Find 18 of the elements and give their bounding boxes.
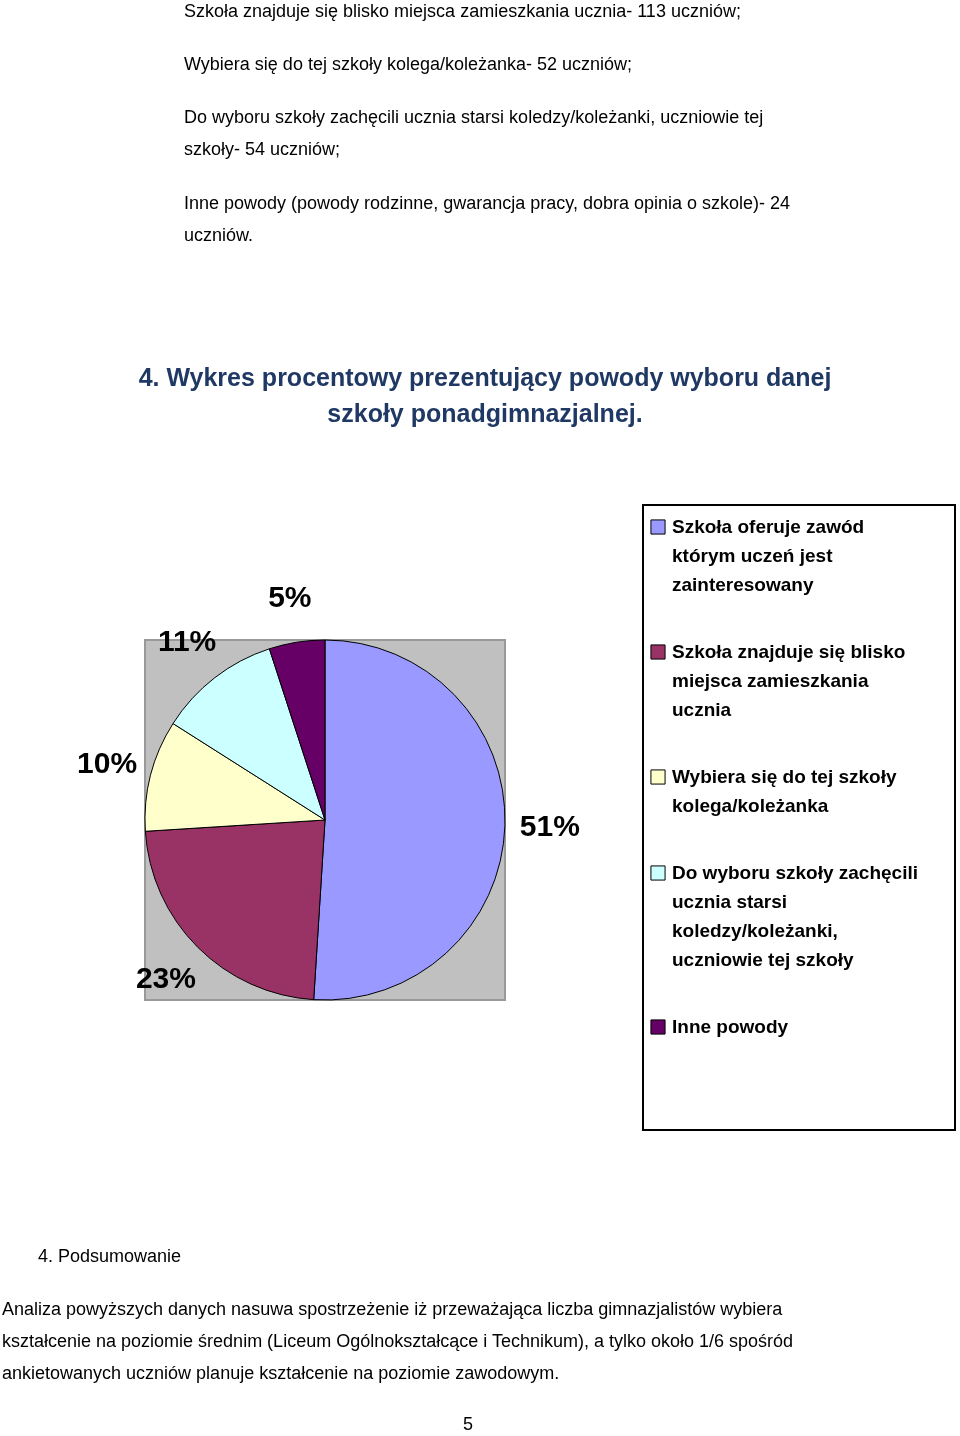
text: 4. Podsumowanie bbox=[38, 1246, 182, 1266]
legend-label: Szkoła oferuje zawód którym uczeń jest zainteresowany bbox=[672, 516, 865, 595]
text: Analiza powyższych danych nasuwa spostrzeżenie iż przeważająca liczba gimnazjalistów wybiera kształcenie na poziomie średnim (Liceum Ogólnokształcące i Technikum), a tylko około 1/6 spośród ankietowanych uczniów planuje kształcenie na poziomie zawodowym. bbox=[2, 1299, 794, 1383]
legend-label: Szkoła znajduje się blisko miejsca zamieszkania ucznia bbox=[672, 641, 906, 720]
data-label: 11% bbox=[157, 624, 217, 658]
data-label: 51% bbox=[519, 809, 580, 843]
legend-label: Do wyboru szkoły zachęcili ucznia starsi koledzy/koleżanki, uczniowie tej szkoły bbox=[672, 862, 919, 970]
text: Inne powody (powody rodzinne, gwarancja pracy, dobra opinia o szkole)- 24 uczniów. bbox=[184, 193, 791, 245]
text: 5 bbox=[462, 1414, 474, 1434]
data-label: 10% bbox=[77, 746, 138, 780]
chart-title: 4. Wykres procentowy prezentujący powody wyboru danej szkoły ponadgimnazjalnej. bbox=[138, 363, 832, 427]
text: Do wyboru szkoły zachęcili ucznia starsi koledzy/koleżanki, uczniowie tej szkoły- 54 uczniów; bbox=[184, 107, 764, 159]
legend-label: Wybiera się do tej szkoły kolega/koleżanka bbox=[672, 766, 897, 816]
legend-label: Inne powody bbox=[672, 1016, 789, 1037]
text: Szkoła znajduje się blisko miejsca zamieszkania ucznia- 113 uczniów; bbox=[184, 1, 741, 21]
text: Wybiera się do tej szkoły kolega/koleżanka- 52 uczniów; bbox=[184, 54, 633, 74]
data-label: 5% bbox=[268, 579, 312, 613]
data-label: 23% bbox=[135, 961, 196, 995]
